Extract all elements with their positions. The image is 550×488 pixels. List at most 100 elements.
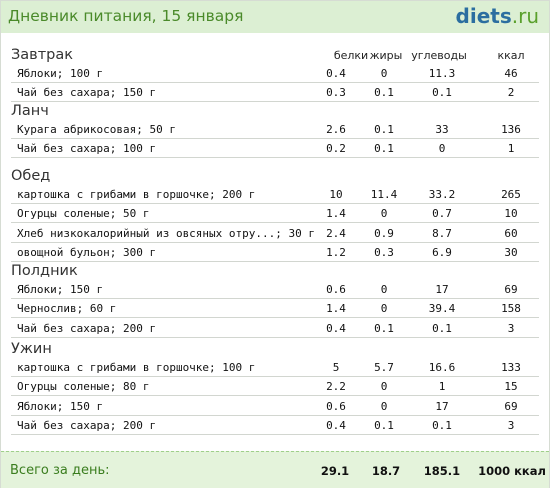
food-carbs: 11.3 (428, 67, 456, 80)
food-row: Курага абрикосовая; 50 г 2.6 0.1 33 136 (11, 121, 539, 139)
food-row: Чай без сахара; 150 г 0.3 0.1 0.1 2 (11, 84, 539, 103)
food-protein: 2.2 (326, 380, 346, 394)
food-fat: 0 (380, 380, 388, 394)
food-name: Чернослив; 60 г (17, 302, 117, 316)
food-fat: 11.4 (370, 188, 398, 201)
food-name: картошка с грибами в горшочке; 200 г (17, 188, 256, 201)
food-protein: 10 (329, 188, 343, 201)
food-kcal: 133 (501, 361, 521, 374)
food-fat: 0.9 (374, 226, 394, 240)
totals-bar: Всего за день: 29.1 18.7 185.1 1000 ккал (1, 451, 549, 488)
food-row: картошка с грибами в горшочке; 200 г 10 11… (11, 186, 539, 204)
food-row: Огурцы соленые; 80 г 2.2 0 1 15 (11, 378, 539, 397)
column-header-fat: жиры (369, 49, 403, 62)
food-fat: 0.1 (374, 418, 394, 432)
food-kcal: 265 (501, 188, 521, 201)
food-protein: 0.6 (326, 283, 346, 296)
total-fat: 18.7 (371, 464, 401, 478)
food-name: Огурцы соленые; 50 г (17, 207, 150, 221)
column-header-carbs: углеводы (411, 49, 467, 62)
food-protein: 1.2 (326, 245, 346, 259)
food-name: овощной бульон; 300 г (17, 245, 157, 259)
food-protein: 1.4 (326, 207, 346, 221)
food-name: Яблоки; 150 г (17, 399, 104, 413)
food-fat: 0.1 (374, 142, 394, 156)
food-row: Чернослив; 60 г 1.4 0 39.4 158 (11, 300, 539, 319)
meal-title: Полдник (11, 263, 78, 279)
food-carbs: 16.6 (428, 361, 456, 374)
food-protein: 2.6 (326, 123, 346, 136)
food-row: Яблоки; 150 г 0.6 0 17 69 (11, 281, 539, 299)
food-kcal: 69 (504, 399, 518, 413)
total-carbs: 185.1 (423, 464, 461, 478)
food-kcal: 69 (504, 283, 518, 296)
food-protein: 0.2 (326, 142, 346, 156)
food-kcal: 15 (504, 380, 518, 394)
food-name: картошка с грибами в горшочке; 100 г (17, 361, 256, 374)
food-carbs: 6.9 (432, 245, 452, 259)
food-fat: 0 (380, 302, 388, 316)
food-protein: 0.4 (326, 418, 346, 432)
food-kcal: 158 (501, 302, 521, 316)
food-kcal: 46 (504, 67, 518, 80)
food-kcal: 1 (507, 142, 515, 156)
food-kcal: 3 (507, 321, 515, 335)
column-header-kcal: ккал (497, 49, 525, 62)
food-protein: 0.3 (326, 86, 346, 100)
food-protein: 5 (332, 361, 340, 374)
food-protein: 0.6 (326, 399, 346, 413)
food-row: Яблоки; 150 г 0.6 0 17 69 (11, 398, 539, 416)
food-fat: 0 (380, 399, 388, 413)
meal-title: Обед (11, 168, 51, 184)
food-fat: 5.7 (374, 361, 394, 374)
food-fat: 0 (380, 207, 388, 221)
total-kcal: 1000 ккал (478, 464, 546, 478)
food-carbs: 33 (435, 123, 449, 136)
column-header-protein: белки (333, 49, 369, 62)
food-row: Яблоки; 100 г 0.4 0 11.3 46 (11, 65, 539, 83)
food-row: овощной бульон; 300 г 1.2 0.3 6.9 30 (11, 244, 539, 262)
meal-title: Ланч (11, 103, 49, 119)
food-kcal: 30 (504, 245, 518, 259)
food-fat: 0.1 (374, 86, 394, 100)
logo-main: diets (455, 4, 512, 28)
meal-title: Ужин (11, 341, 52, 357)
food-carbs: 39.4 (428, 302, 456, 316)
food-fat: 0.1 (374, 321, 394, 335)
food-kcal: 2 (507, 86, 515, 100)
totals-label: Всего за день: (10, 463, 110, 478)
food-kcal: 10 (504, 207, 518, 221)
food-carbs: 0.1 (432, 418, 452, 432)
food-row: Хлеб низкокалорийный из овсяных отру...;… (11, 225, 539, 243)
food-carbs: 17 (435, 399, 449, 413)
food-name: Курага абрикосовая; 50 г (17, 123, 176, 136)
site-logo[interactable]: diets.ru (456, 4, 539, 28)
food-row: Огурцы соленые; 50 г 1.4 0 0.7 10 (11, 205, 539, 224)
food-carbs: 0 (438, 142, 446, 156)
food-kcal: 3 (507, 418, 515, 432)
food-protein: 1.4 (326, 302, 346, 316)
food-row: картошка с грибами в горшочке; 100 г 5 5.7… (11, 359, 539, 377)
food-carbs: 8.7 (432, 226, 452, 240)
food-row: Чай без сахара; 100 г 0.2 0.1 0 1 (11, 140, 539, 159)
page-title: Дневник питания, 15 января (8, 7, 244, 25)
food-fat: 0.1 (374, 123, 394, 136)
food-protein: 0.4 (326, 67, 346, 80)
meal-title: Завтрак (11, 47, 74, 63)
food-name: Яблоки; 150 г (17, 283, 104, 296)
food-carbs: 0.1 (432, 321, 452, 335)
food-carbs: 1 (438, 380, 446, 394)
header-bar: Дневник питания, 15 января diets.ru (1, 1, 549, 33)
food-kcal: 136 (501, 123, 521, 136)
food-protein: 0.4 (326, 321, 346, 335)
food-name: Яблоки; 100 г (17, 67, 104, 80)
food-carbs: 0.1 (432, 86, 452, 100)
food-row: Чай без сахара; 200 г 0.4 0.1 0.1 3 (11, 320, 539, 338)
food-fat: 0.3 (374, 245, 394, 259)
food-name: Чай без сахара; 150 г (17, 86, 157, 100)
food-fat: 0 (380, 67, 388, 80)
food-row: Чай без сахара; 200 г 0.4 0.1 0.1 3 (11, 417, 539, 435)
food-carbs: 17 (435, 283, 449, 296)
food-kcal: 60 (504, 226, 518, 240)
